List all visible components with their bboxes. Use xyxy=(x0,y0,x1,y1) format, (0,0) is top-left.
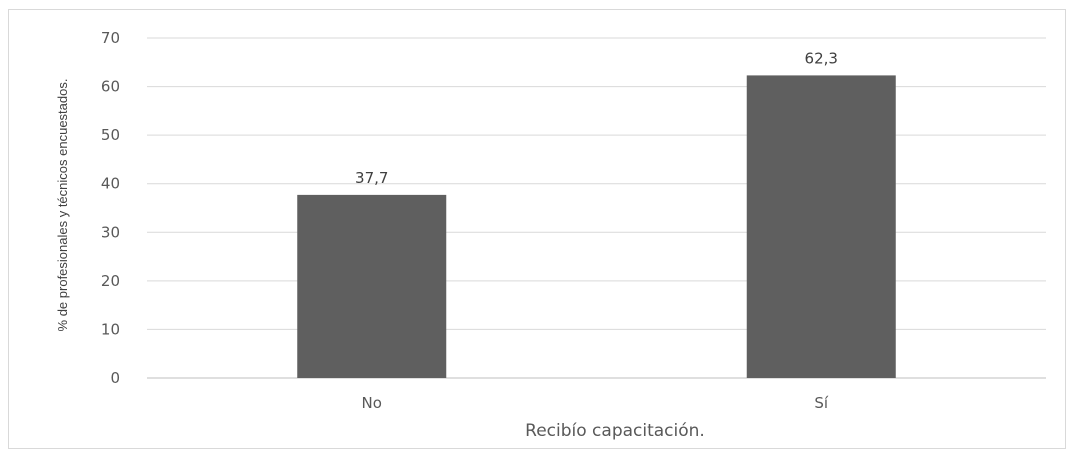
data-labels: 37,7 62,3 xyxy=(355,49,838,186)
bars xyxy=(297,75,896,379)
x-axis-title: Recibío capacitación. xyxy=(525,421,705,440)
bar-no xyxy=(297,194,447,378)
y-axis-title: % de profesionales y técnicos encuestado… xyxy=(55,79,70,332)
y-tick-label: 70 xyxy=(101,29,120,47)
y-tick-label: 50 xyxy=(101,126,120,144)
y-tick-label: 0 xyxy=(110,369,120,387)
bar-chart: 0 10 20 30 40 50 60 70 37,7 62,3 No Sí Recibío ca… xyxy=(55,29,1046,440)
bar-s- xyxy=(746,75,896,379)
y-tick-label: 20 xyxy=(101,272,120,290)
data-label: 37,7 xyxy=(355,169,388,187)
x-tick-label: Sí xyxy=(814,394,829,412)
y-tick-label: 40 xyxy=(101,175,120,193)
y-tick-label: 10 xyxy=(101,320,120,338)
y-axis-ticks: 0 10 20 30 40 50 60 70 xyxy=(101,29,120,387)
y-tick-label: 30 xyxy=(101,223,120,241)
data-label: 62,3 xyxy=(805,49,838,67)
x-tick-label: No xyxy=(362,394,382,412)
y-tick-label: 60 xyxy=(101,78,120,96)
gridlines xyxy=(147,37,1046,379)
x-axis-ticks: No Sí xyxy=(362,394,829,412)
